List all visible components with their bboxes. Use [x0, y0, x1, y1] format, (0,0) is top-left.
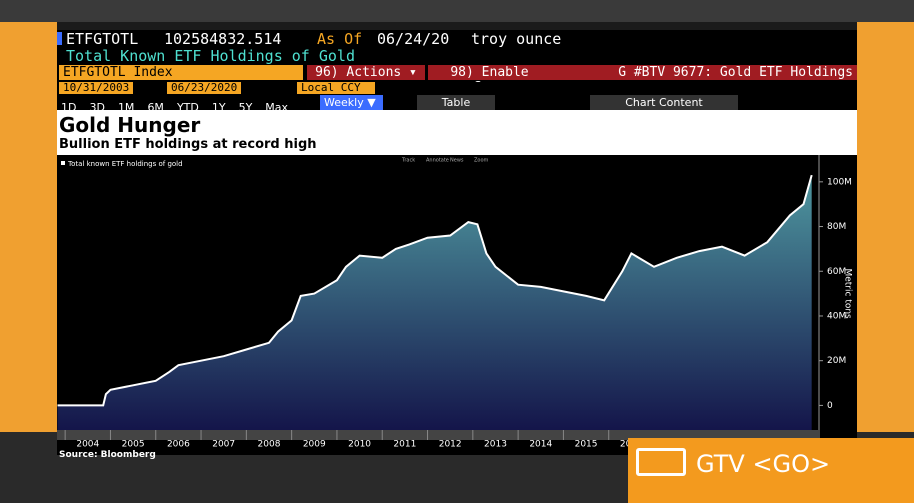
chart-tool: Zoom — [474, 158, 489, 164]
chart-tool: Track — [401, 158, 415, 164]
chart-title: Gold Hunger — [59, 113, 201, 137]
series-line — [57, 174, 813, 407]
command-bar: ETFGTOTL Index 96) Actions ▾ 98) Enable … — [57, 64, 857, 95]
end-date[interactable]: 06/23/2020 — [167, 82, 242, 94]
y-tick-label: 0 — [827, 401, 833, 411]
gtv-icon — [636, 448, 686, 476]
frequency[interactable]: Weekly ▼ — [320, 95, 383, 110]
source: Source: Bloomberg — [59, 450, 156, 460]
legend-label: Total known ETF holdings of gold — [67, 160, 183, 168]
gtv-label: GTV <GO> — [696, 450, 831, 478]
chart-content[interactable]: Chart Content — [590, 95, 738, 110]
save-button[interactable]: 98) Enable Save — [428, 65, 551, 95]
area-fill — [57, 175, 812, 430]
x-tick-label: 2015 — [575, 440, 598, 450]
studio-left — [0, 22, 57, 432]
table-button[interactable]: Table — [417, 95, 495, 110]
legend-swatch — [61, 161, 65, 165]
y-tick-label: 20M — [827, 356, 846, 366]
y-axis-label: Metric tons — [843, 268, 853, 319]
y-tick-label: 80M — [827, 222, 846, 232]
x-tick-label: 2006 — [167, 440, 190, 450]
as-of: As Of — [317, 30, 363, 48]
ticker: ETFGTOTL — [66, 30, 139, 48]
chart: Track Annotate News Zoom 0 20M 40M 60M 80M 100M 20… — [57, 155, 857, 455]
actions-button[interactable]: 96) Actions ▾ — [307, 65, 425, 80]
x-tick-label: 2010 — [348, 440, 371, 450]
start-date[interactable]: 10/31/2003 — [59, 82, 134, 94]
header-marker — [57, 32, 62, 45]
studio-top — [0, 0, 914, 22]
x-tick-label: 2013 — [484, 440, 507, 450]
x-tick-label: 2004 — [76, 440, 99, 450]
x-axis-band — [57, 430, 820, 440]
x-tick-label: 2009 — [303, 440, 326, 450]
security-field[interactable]: ETFGTOTL Index — [59, 65, 303, 80]
y-tick-label: 40M — [827, 311, 846, 321]
currency[interactable]: Local CCY — [297, 82, 375, 94]
x-tick-label: 2005 — [122, 440, 145, 450]
header: ETFGTOTL 102584832.514 As Of 06/24/20 tr… — [57, 30, 857, 65]
x-tick-label: 2008 — [258, 440, 281, 450]
as-of-date: 06/24/20 — [377, 30, 450, 48]
last-value: 102584832.514 — [164, 30, 282, 48]
gtv-overlay: GTV <GO> — [628, 438, 914, 503]
unit: troy ounce — [471, 30, 562, 48]
x-tick-label: 2012 — [439, 440, 462, 450]
x-tick-label: 2007 — [212, 440, 235, 450]
page-title: G #BTV 9677: Gold ETF Holdings — [550, 65, 857, 80]
chart-tool: Annotate — [426, 158, 449, 164]
studio-right — [857, 22, 914, 432]
title-panel: Gold Hunger Bullion ETF holdings at reco… — [57, 110, 857, 155]
date-bar: 10/31/2003 06/23/2020 Local CCY — [57, 82, 857, 95]
x-tick-label: 2011 — [393, 440, 416, 450]
chart-subtitle: Bullion ETF holdings at record high — [59, 137, 317, 152]
chart-tool: News — [450, 158, 464, 164]
description: Total Known ETF Holdings of Gold — [66, 47, 355, 65]
x-tick-label: 2014 — [529, 440, 552, 450]
y-tick-label: 100M — [827, 177, 852, 187]
y-tick-label: 60M — [827, 267, 846, 277]
range-bar: 1D 3D 1M 6M YTD 1Y 5Y Max Weekly ▼ Table Chart … — [57, 95, 857, 114]
